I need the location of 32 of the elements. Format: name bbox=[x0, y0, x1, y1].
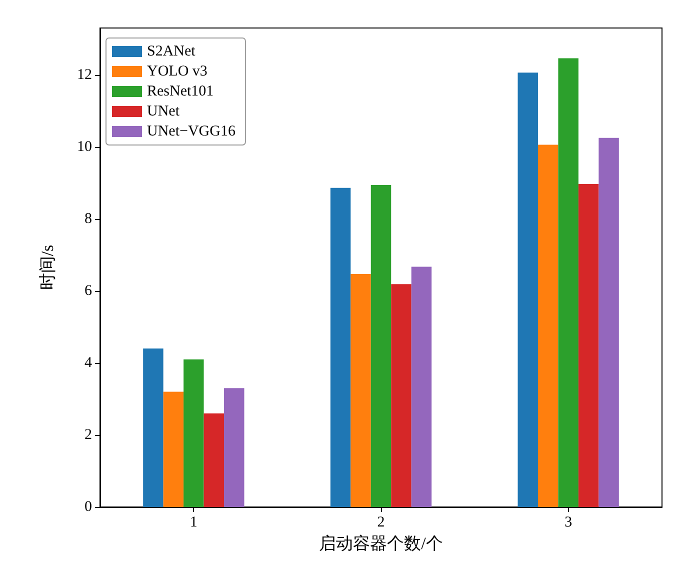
bar bbox=[224, 388, 244, 507]
y-tick-label: 8 bbox=[84, 210, 92, 227]
bar bbox=[330, 188, 351, 507]
bar bbox=[370, 185, 392, 507]
x-tick-label: 2 bbox=[377, 514, 385, 530]
bar bbox=[598, 138, 619, 507]
bar bbox=[558, 58, 578, 507]
y-tick-label: 10 bbox=[77, 138, 92, 155]
bar bbox=[391, 284, 412, 507]
bar bbox=[578, 184, 599, 507]
x-tick-label: 3 bbox=[564, 514, 572, 530]
y-tick-label: 2 bbox=[84, 426, 92, 443]
legend-label: YOLO v3 bbox=[147, 64, 208, 80]
legend-label: ResNet101 bbox=[147, 84, 214, 100]
x-tick-label: 1 bbox=[190, 514, 198, 530]
y-tick-label: 0 bbox=[84, 499, 92, 515]
y-tick-label: 4 bbox=[84, 354, 92, 371]
legend-label: UNet bbox=[147, 104, 180, 120]
bar bbox=[204, 413, 224, 507]
bar bbox=[411, 266, 432, 507]
y-tick-label: 6 bbox=[84, 282, 92, 299]
x-axis-title: 启动容器个数/个 bbox=[319, 534, 443, 553]
bar bbox=[518, 72, 538, 507]
bar bbox=[163, 392, 184, 507]
bar bbox=[538, 144, 558, 507]
bar bbox=[143, 348, 164, 507]
bar bbox=[350, 274, 371, 507]
y-tick-label: 12 bbox=[77, 66, 92, 83]
bar bbox=[184, 359, 204, 507]
legend-label: S2ANet bbox=[147, 44, 196, 60]
legend-label: UNet−VGG16 bbox=[147, 124, 236, 140]
y-axis-title: 时间/s bbox=[38, 244, 57, 290]
